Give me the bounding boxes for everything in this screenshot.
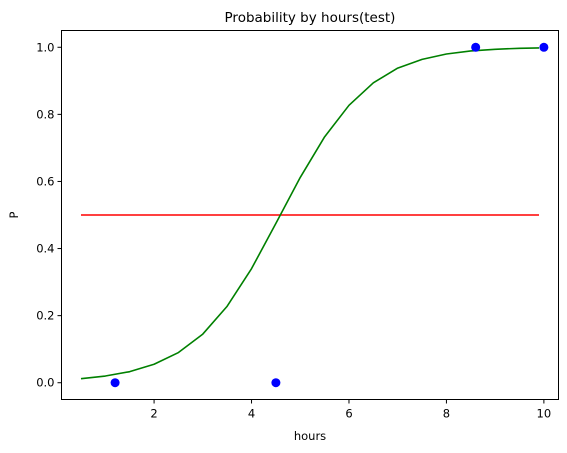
- axes-frame: [61, 30, 559, 400]
- y-tick-label: 1.0: [36, 40, 54, 54]
- y-tick-label: 0.2: [36, 309, 54, 323]
- y-tick-label: 0.8: [36, 107, 54, 121]
- x-axis-label: hours: [294, 429, 326, 443]
- data-point: [271, 378, 281, 388]
- y-tick-label: 0.0: [36, 376, 54, 390]
- y-axis-ticks: 0.0 0.2 0.4 0.6 0.8 1.0: [36, 40, 62, 390]
- x-axis-ticks: 2 4 6 8 10: [150, 399, 552, 421]
- chart-title: Probability by hours(test): [225, 10, 396, 26]
- x-tick-label: 2: [150, 407, 157, 421]
- data-point: [110, 378, 120, 388]
- y-tick-label: 0.6: [36, 174, 54, 188]
- data-point: [539, 42, 549, 52]
- y-tick-label: 0.4: [36, 242, 54, 256]
- plot-area: [80, 42, 549, 388]
- y-axis-label: P: [7, 211, 21, 218]
- x-tick-label: 6: [345, 407, 352, 421]
- data-point: [471, 42, 481, 52]
- x-tick-label: 8: [443, 407, 450, 421]
- x-tick-label: 4: [248, 407, 255, 421]
- x-tick-label: 10: [537, 407, 552, 421]
- logistic-curve: [80, 47, 540, 380]
